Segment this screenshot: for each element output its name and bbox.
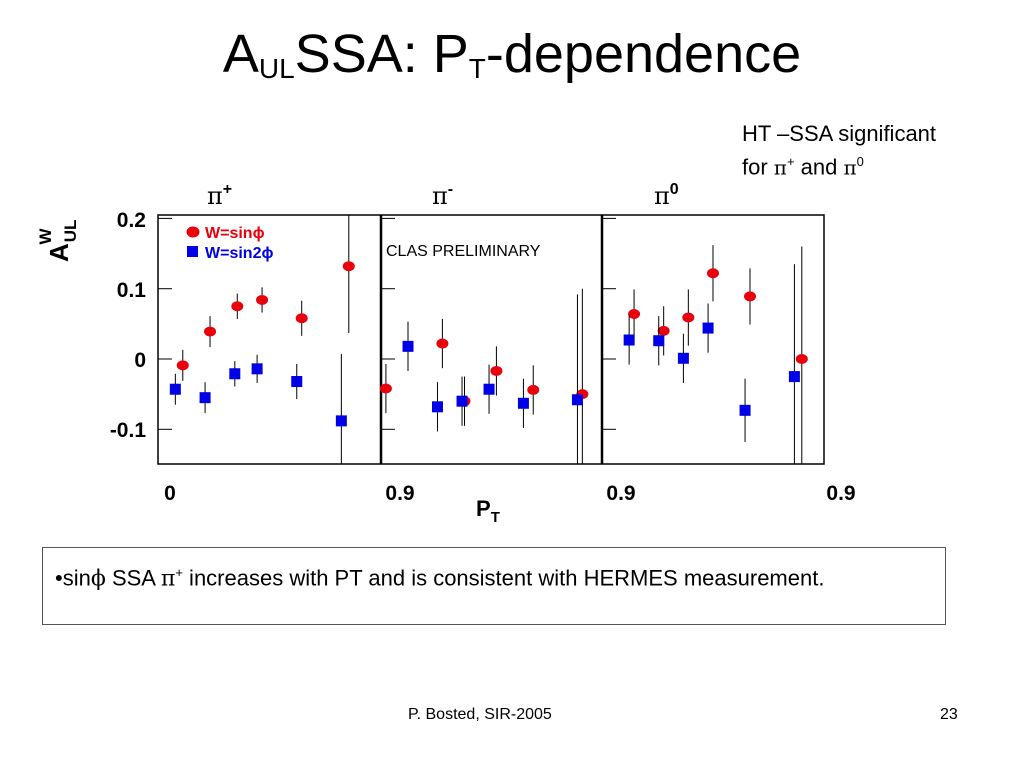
- data-point-p2-s0-0: [628, 309, 641, 320]
- data-point-p0-s0-1: [204, 326, 217, 337]
- xtick-label-0: 0: [164, 482, 176, 505]
- note-plus: +: [786, 154, 795, 169]
- aul-pt-chart: 0.2 0.1 0 -0.1 0 0.9 0.9 0.9 PT AULW π+ …: [36, 181, 856, 526]
- data-point-p1-s1-5: [571, 394, 583, 406]
- ytick-label-1: 0.1: [117, 279, 147, 302]
- data-point-p1-s1-0: [402, 340, 414, 352]
- data-point-p2-s1-1: [653, 335, 665, 347]
- bullet-phi: ϕ: [90, 566, 106, 592]
- y-axis-label: AULW: [36, 220, 80, 262]
- panel-label-pi-plus: π+: [207, 181, 232, 210]
- data-point-p0-s1-2: [229, 368, 241, 380]
- data-point-p0-s1-3: [251, 363, 263, 375]
- data-point-p2-s0-2: [682, 312, 695, 323]
- legend-square-marker: [187, 246, 198, 257]
- title-sub-ul: UL: [258, 53, 295, 84]
- data-point-p2-s0-4: [744, 291, 756, 302]
- legend-label-sin2phi: W=sin2ϕ: [205, 245, 273, 262]
- bullet-pi: π: [160, 566, 176, 592]
- slide-title: AULSSA: PT-dependence: [0, 22, 1024, 101]
- legend: W=sinϕ W=sin2ϕ: [186, 225, 273, 262]
- note-pi-plus: π: [773, 155, 787, 180]
- ytick-label-2: 0: [134, 349, 146, 372]
- data-point-p2-s1-3: [702, 322, 714, 334]
- note-line-2: for π+ and π0: [742, 148, 936, 181]
- note-and: and: [794, 154, 844, 180]
- ytick-label-0: 0.2: [117, 209, 146, 232]
- data-point-p0-s0-5: [342, 261, 355, 272]
- data-point-p1-s0-1: [436, 338, 449, 349]
- data-point-p0-s0-2: [231, 301, 244, 312]
- svg-text:AULW: AULW: [36, 220, 80, 262]
- data-point-p1-s1-3: [483, 383, 495, 395]
- summary-bullet: •sinϕ SSA π+ increases with PT and is co…: [42, 547, 946, 625]
- data-point-p1-s1-4: [517, 397, 529, 409]
- data-point-p0-s0-0: [176, 360, 189, 371]
- ht-ssa-note: HT –SSA significant for π+ and π0: [742, 120, 936, 181]
- title-sub-t: T: [468, 53, 486, 84]
- bullet-rest: increases with PT and is consistent with…: [182, 565, 825, 591]
- data-point-p0-s0-3: [256, 294, 269, 305]
- data-point-p1-s0-4: [527, 384, 540, 395]
- data-point-p1-s1-1: [431, 401, 443, 413]
- legend-label-sinphi: W=sinϕ: [205, 225, 265, 242]
- legend-circle-marker: [186, 226, 200, 238]
- xtick-label-3: 0.9: [826, 482, 855, 505]
- bullet-plus: +: [175, 565, 183, 580]
- ytick-label-3: -0.1: [110, 419, 147, 442]
- slide-number: 23: [940, 706, 958, 723]
- data-point-p1-s0-0: [379, 383, 392, 394]
- data-point-p0-s1-5: [335, 415, 347, 427]
- footer-citation: P. Bosted, SIR-2005: [408, 706, 552, 723]
- data-point-p0-s1-1: [199, 392, 211, 404]
- note-line-1: HT –SSA significant: [742, 121, 937, 146]
- data-point-p2-s1-5: [788, 371, 800, 383]
- title-mid: SSA: P: [294, 24, 469, 84]
- y-ticks: [158, 217, 616, 430]
- data-point-p2-s1-4: [739, 404, 751, 416]
- note-zero: 0: [856, 154, 864, 169]
- panel-label-pi-minus: π-: [432, 181, 453, 210]
- data-point-p2-s1-0: [623, 334, 635, 346]
- xtick-label-1: 0.9: [385, 482, 414, 505]
- xtick-label-2: 0.9: [606, 482, 635, 505]
- data-point-p1-s0-3: [490, 365, 503, 376]
- bullet-prefix: •sin: [55, 565, 91, 591]
- data-point-p1-s1-2: [456, 395, 468, 407]
- title-main: A: [222, 24, 259, 84]
- data-point-p2-s1-2: [677, 352, 689, 364]
- data-point-p2-s0-3: [707, 268, 719, 279]
- data-marks: [169, 215, 808, 464]
- plot-frame: [157, 214, 825, 465]
- x-axis-label: PT: [476, 496, 500, 526]
- data-point-p0-s0-4: [295, 313, 308, 324]
- data-point-p0-s1-4: [291, 375, 303, 387]
- data-point-p2-s0-1: [657, 325, 670, 336]
- panel-label-pi-zero: π0: [654, 181, 679, 210]
- data-point-p0-s1-0: [169, 383, 181, 395]
- note-for: for: [742, 154, 774, 180]
- clas-preliminary-annotation: CLAS PRELIMINARY: [386, 243, 541, 260]
- note-pi-zero: π: [843, 155, 857, 180]
- bullet-ssa: SSA: [105, 565, 161, 591]
- title-end: -dependence: [485, 24, 802, 84]
- data-point-p2-s0-5: [795, 354, 808, 364]
